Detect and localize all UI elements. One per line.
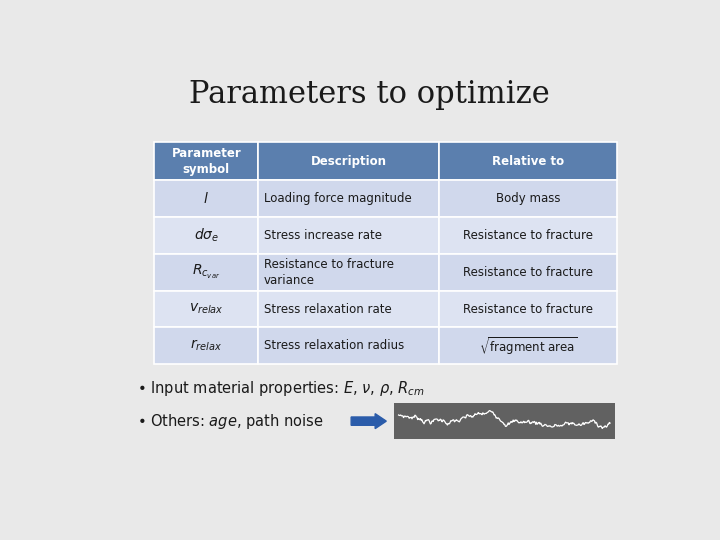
Bar [258, 291, 439, 327]
Bar [258, 141, 439, 180]
Text: Relative to: Relative to [492, 154, 564, 167]
Bar [439, 327, 617, 364]
Text: Resistance to fracture
variance: Resistance to fracture variance [264, 258, 394, 287]
Bar [258, 254, 439, 291]
Bar [154, 217, 258, 254]
Text: Body mass: Body mass [496, 192, 560, 205]
Text: Description: Description [311, 154, 387, 167]
Text: Parameter
symbol: Parameter symbol [171, 146, 241, 176]
Bar [439, 141, 617, 180]
Text: Resistance to fracture: Resistance to fracture [463, 229, 593, 242]
Text: Loading force magnitude: Loading force magnitude [264, 192, 412, 205]
Bar [258, 327, 439, 364]
Bar [154, 141, 258, 180]
Bar [154, 327, 258, 364]
Text: $d\sigma_e$: $d\sigma_e$ [194, 227, 219, 244]
Bar [439, 291, 617, 327]
Text: $\sqrt{\mathrm{fragment\ area}}$: $\sqrt{\mathrm{fragment\ area}}$ [479, 335, 577, 357]
Bar [258, 180, 439, 217]
Bar [439, 217, 617, 254]
FancyArrow shape [351, 414, 387, 429]
Bar [258, 217, 439, 254]
Text: Resistance to fracture: Resistance to fracture [463, 302, 593, 315]
Text: $r_{relax}$: $r_{relax}$ [190, 338, 222, 354]
Text: • Input material properties: $E$, $\nu$, $\rho$, $R_{cm}$: • Input material properties: $E$, $\nu$,… [138, 379, 425, 398]
Text: • Others: $age$, path noise: • Others: $age$, path noise [138, 411, 324, 430]
Bar [439, 254, 617, 291]
Bar [439, 180, 617, 217]
Bar [154, 180, 258, 217]
Text: Resistance to fracture: Resistance to fracture [463, 266, 593, 279]
Text: Parameters to optimize: Parameters to optimize [189, 79, 549, 110]
Text: $l$: $l$ [203, 191, 210, 206]
Bar [154, 291, 258, 327]
Text: Stress relaxation rate: Stress relaxation rate [264, 302, 392, 315]
Bar [394, 403, 615, 439]
Text: $v_{relax}$: $v_{relax}$ [189, 302, 224, 316]
Text: Stress increase rate: Stress increase rate [264, 229, 382, 242]
Text: Stress relaxation radius: Stress relaxation radius [264, 339, 404, 352]
Bar [154, 254, 258, 291]
Text: $R_{c_{var}}$: $R_{c_{var}}$ [192, 263, 220, 281]
